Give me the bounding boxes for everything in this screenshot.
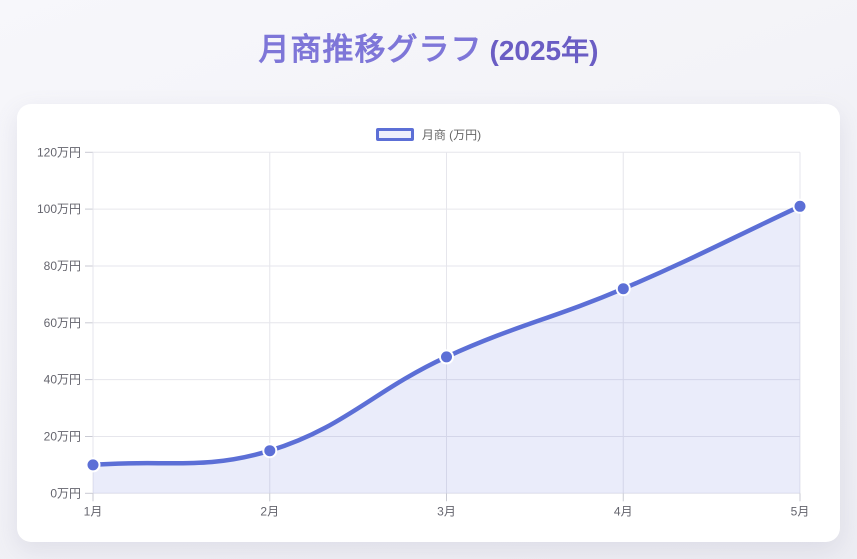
x-tick-label: 4月 <box>614 504 633 518</box>
data-point-5月[interactable] <box>792 198 808 214</box>
page-title-year: (2025年) <box>489 35 599 66</box>
page-title-main: 月商推移グラフ <box>258 32 483 67</box>
data-point-2月[interactable] <box>262 443 278 459</box>
data-point-1月[interactable] <box>85 457 101 473</box>
x-tick-label: 3月 <box>437 504 456 518</box>
x-tick-label: 1月 <box>84 504 103 518</box>
data-point-3月[interactable] <box>439 349 454 365</box>
legend-item-monthly-sales[interactable]: 月商 (万円) <box>375 126 482 143</box>
chart-plot-area[interactable]: 0万円 20万円 40万円 60万円 80万円 100万円 120万円 1月 2月 3月 4月 5月 <box>17 104 840 542</box>
legend-label: 月商 (万円) <box>421 128 482 142</box>
page-title: 月商推移グラフ (2025年) <box>0 24 857 69</box>
chart-legend: 月商 (万円) <box>17 126 840 143</box>
legend-swatch-icon <box>375 128 414 141</box>
y-tick-label: 120万円 <box>37 145 81 159</box>
y-tick-label: 100万円 <box>37 202 81 216</box>
y-tick-label: 40万円 <box>44 373 81 387</box>
x-tick-label: 5月 <box>791 504 810 518</box>
y-tick-label: 20万円 <box>44 430 81 444</box>
x-tick-label: 2月 <box>260 504 279 518</box>
y-tick-label: 0万円 <box>50 486 81 500</box>
y-tick-label: 60万円 <box>44 316 81 330</box>
data-point-4月[interactable] <box>615 281 631 297</box>
chart-card: 月商 (万円) 0万円 20万円 40万円 60万円 80万円 100万円 120万円 1月 2… <box>17 104 840 542</box>
y-tick-label: 80万円 <box>44 259 81 273</box>
revenue-area-fill <box>93 206 800 494</box>
